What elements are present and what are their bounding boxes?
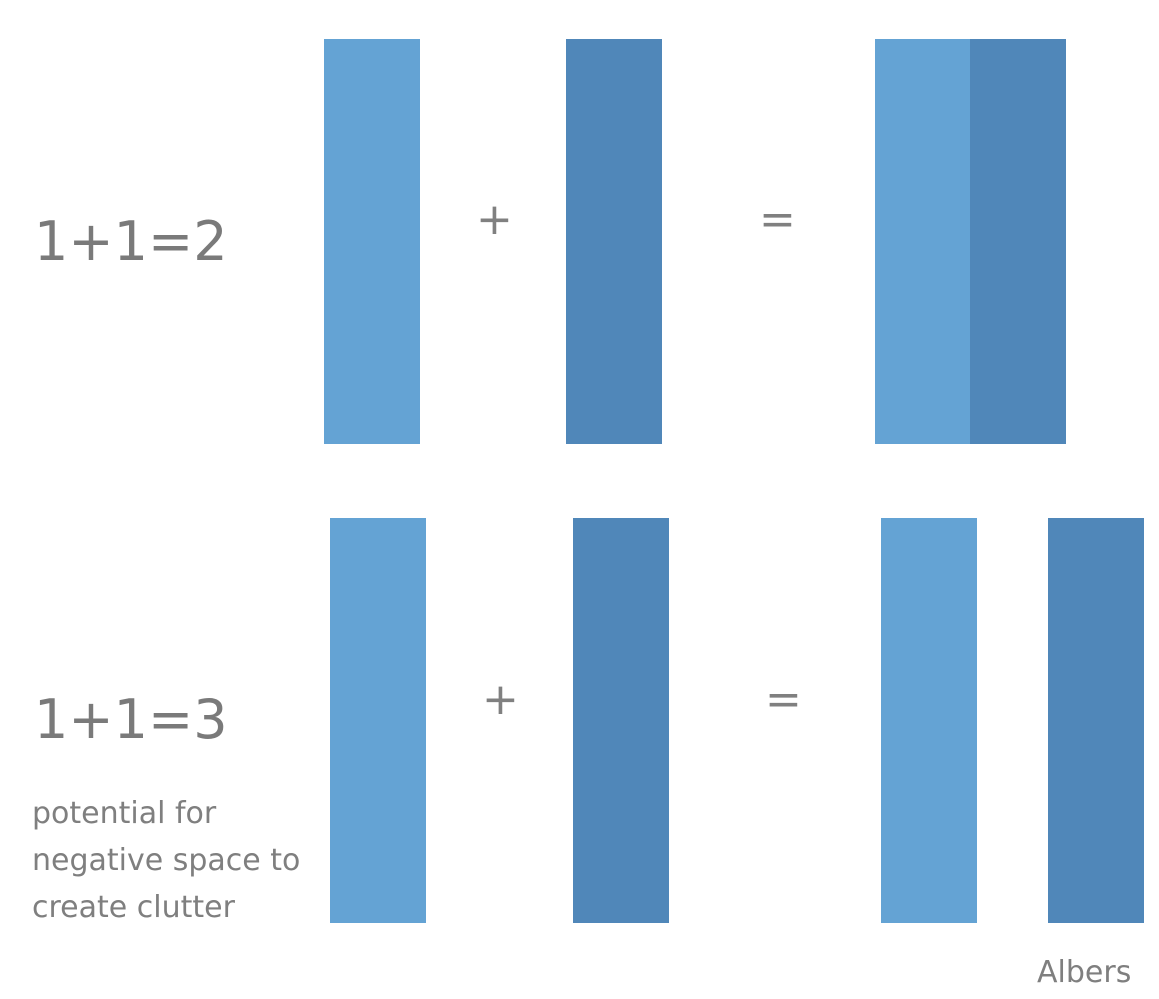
row1-equals-sign: =: [759, 194, 796, 245]
note-line-1: potential for: [32, 796, 217, 831]
row1-plus-sign: +: [476, 194, 513, 245]
row1-result-light-bar: [875, 39, 971, 444]
row2-plus-sign: +: [482, 674, 519, 725]
row2-dark-bar: [573, 518, 669, 923]
row2-light-bar: [330, 518, 426, 923]
note-line-2: negative space to: [32, 843, 301, 878]
equation-1-plus-1-equals-2: 1+1=2: [34, 210, 228, 273]
negative-space-note: potential for negative space to create c…: [32, 790, 332, 931]
row2-result-light-bar: [881, 518, 977, 923]
row2-equals-sign: =: [765, 674, 802, 725]
row1-dark-bar: [566, 39, 662, 444]
row2-result-dark-bar: [1048, 518, 1144, 923]
note-line-3: create clutter: [32, 890, 235, 925]
row1-light-bar: [324, 39, 420, 444]
albers-credit: Albers: [1037, 955, 1132, 990]
equation-1-plus-1-equals-3: 1+1=3: [34, 688, 228, 751]
row1-result-dark-bar: [970, 39, 1066, 444]
